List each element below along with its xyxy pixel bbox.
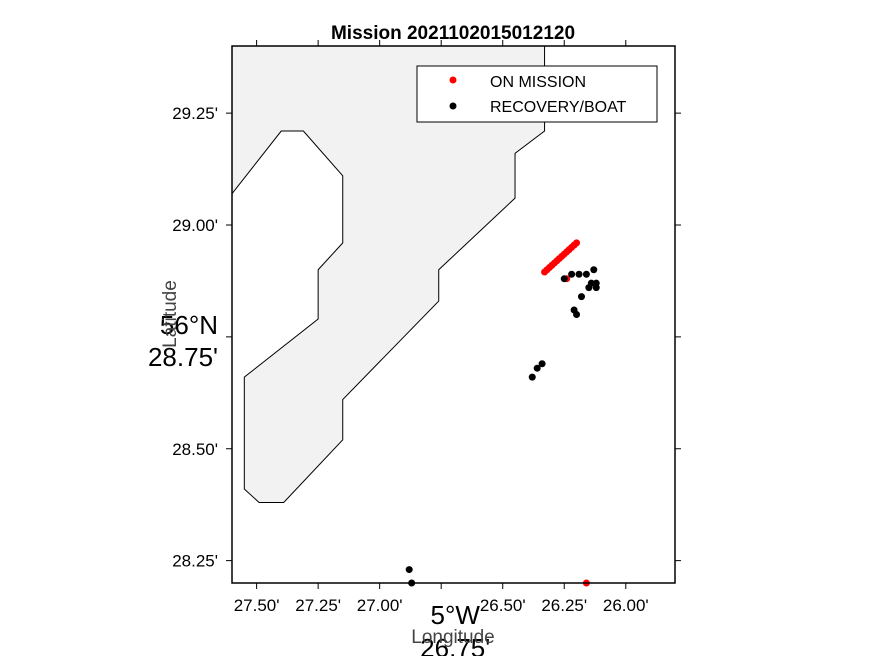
recovery-boat-point xyxy=(560,275,568,283)
y-tick-label: 29.25' xyxy=(172,104,218,123)
recovery-boat-point xyxy=(575,270,583,278)
legend-label-recovery-boat: RECOVERY/BOAT xyxy=(490,99,627,116)
axis-ticks: 27.50' 27.25' 27.00' 26.50' 26.25' 26.00' 5°W 2… xyxy=(148,40,681,656)
x-tick-label: 26.50' xyxy=(480,596,526,615)
y-axis-label: Latitude xyxy=(160,280,181,348)
legend-marker-on-mission xyxy=(449,76,457,84)
map-layer xyxy=(231,45,546,503)
x-tick-label: 27.50' xyxy=(234,596,280,615)
recovery-boat-point xyxy=(573,311,581,318)
land-polygon xyxy=(231,45,546,503)
x-tick-label: 27.00' xyxy=(357,596,403,615)
recovery-boat-point xyxy=(538,360,546,368)
x-major-tick-sublabel: 26.75' xyxy=(420,633,490,656)
recovery-boat-point xyxy=(585,284,593,292)
on-mission-point xyxy=(573,239,581,247)
recovery-boat-point xyxy=(533,364,541,372)
legend-marker-recovery-boat xyxy=(449,102,457,110)
data-points xyxy=(405,239,600,587)
recovery-boat-point xyxy=(528,373,536,381)
y-major-tick-label: 56°N xyxy=(160,310,218,340)
recovery-boat-point xyxy=(568,270,576,278)
y-tick-label: 28.50' xyxy=(172,440,218,459)
recovery-boat-point xyxy=(577,293,585,301)
x-major-tick-label: 5°W xyxy=(430,600,480,630)
x-tick-label: 26.25' xyxy=(541,596,587,615)
recovery-boat-point xyxy=(592,284,600,292)
plot-frame xyxy=(231,45,676,584)
recovery-boat-point xyxy=(582,270,590,278)
legend-box xyxy=(416,65,658,123)
x-axis-label: Longitude xyxy=(411,627,494,648)
legend: ON MISSION RECOVERY/BOAT xyxy=(416,65,658,123)
y-tick-label: 28.25' xyxy=(172,552,218,571)
recovery-boat-point xyxy=(405,566,413,574)
y-tick-label: 29.00' xyxy=(172,216,218,235)
legend-label-on-mission: ON MISSION xyxy=(490,74,586,91)
recovery-boat-point xyxy=(590,266,598,274)
x-tick-label: 26.00' xyxy=(603,596,649,615)
x-tick-label: 27.25' xyxy=(295,596,341,615)
chart-title: Mission 2021102015012120 xyxy=(331,23,575,44)
y-major-tick-sublabel: 28.75' xyxy=(148,342,218,372)
